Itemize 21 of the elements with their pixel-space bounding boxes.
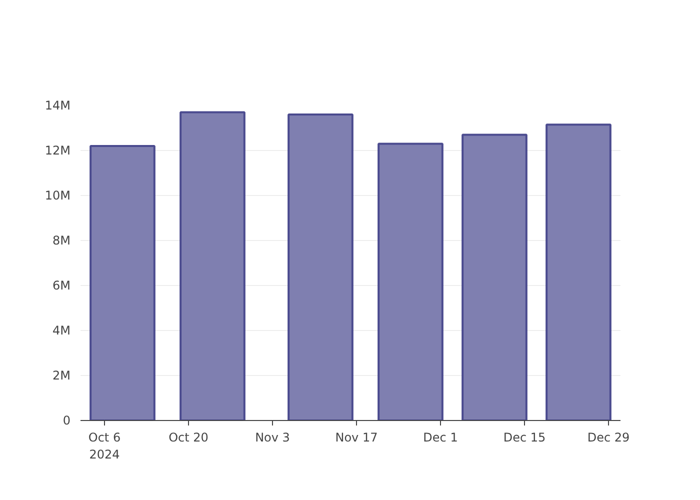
x-tick-label: Nov 17: [335, 430, 378, 444]
y-tick-label: 4M: [52, 324, 71, 338]
x-tick-label: Oct 20: [168, 430, 208, 444]
y-tick-label: 2M: [52, 368, 71, 382]
bar: [546, 124, 612, 420]
y-tick-label: 10M: [44, 188, 70, 202]
y-tick-label: 6M: [52, 278, 71, 292]
x-tick-label: Oct 6 2024: [88, 430, 121, 462]
y-tick-label: 8M: [52, 234, 71, 248]
bar: [180, 111, 246, 420]
bar: [462, 134, 528, 420]
bar: [288, 114, 354, 420]
x-tick-label: Nov 3: [255, 430, 290, 444]
x-tick-label: Dec 15: [503, 430, 546, 444]
x-tick-label: Dec 29: [587, 430, 630, 444]
bar: [378, 142, 444, 420]
y-tick-label: 14M: [44, 98, 70, 112]
bar: [90, 145, 156, 420]
x-tick-label: Dec 1: [423, 430, 458, 444]
y-tick-label: 12M: [44, 144, 70, 158]
y-tick-label: 0: [62, 414, 71, 428]
